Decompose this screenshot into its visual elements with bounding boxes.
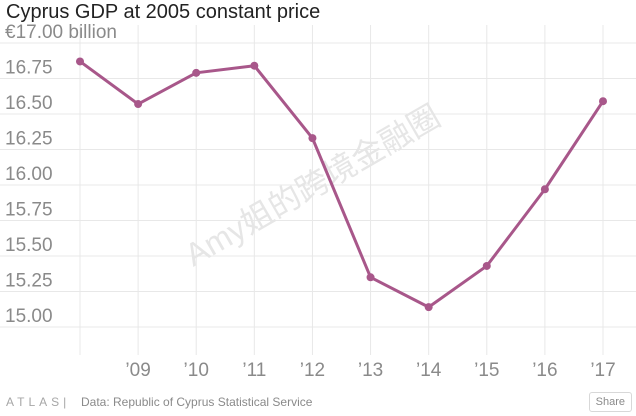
y-tick-label: 16.25 [5, 129, 53, 150]
x-tick-label: ’16 [532, 360, 557, 381]
x-tick-label: ’12 [300, 360, 325, 381]
y-tick-label: 15.00 [5, 306, 53, 327]
x-tick-label: ’14 [416, 360, 442, 381]
x-tick-label: ’10 [184, 360, 209, 381]
x-tick-label: ’11 [242, 360, 266, 381]
source-note: Data: Republic of Cyprus Statistical Ser… [81, 395, 313, 409]
y-tick-label: €17.00 billion [5, 22, 117, 43]
data-point [482, 261, 491, 270]
data-point [599, 97, 607, 106]
data-point [424, 303, 433, 312]
y-tick-label: 16.50 [5, 93, 53, 114]
brand-logo: ATLAS| [6, 395, 71, 409]
data-point [366, 273, 375, 282]
x-tick-label: ’09 [125, 360, 150, 381]
data-point [192, 68, 201, 77]
series-path [79, 60, 605, 309]
footer: ATLAS| Data: Republic of Cyprus Statisti… [0, 388, 636, 416]
y-tick-label: 16.00 [5, 164, 53, 185]
y-tick-label: 15.25 [5, 271, 53, 292]
data-point [134, 100, 143, 109]
data-point [250, 61, 259, 70]
y-tick-label: 15.50 [5, 235, 53, 256]
data-point [308, 134, 317, 143]
y-tick-label: 16.75 [5, 58, 53, 79]
x-tick-label: ’15 [474, 360, 499, 381]
x-tick-label: ’13 [358, 360, 383, 381]
y-axis-labels: €17.00 billion 16.75 16.50 16.25 16.00 15.75 1… [5, 22, 117, 327]
x-tick-label: ’17 [590, 360, 615, 381]
share-button[interactable]: Share [588, 392, 632, 412]
x-axis-labels: ’09 ’10 ’11 ’12 ’13 ’14 ’15 ’16 ’17 [125, 360, 615, 381]
chart-title: Cyprus GDP at 2005 constant price [6, 1, 321, 23]
data-point [76, 57, 84, 66]
y-tick-label: 15.75 [5, 200, 53, 221]
data-point [540, 185, 549, 194]
series-line [76, 57, 607, 312]
line-chart: €17.00 billion 16.75 16.50 16.25 16.00 15.75 1… [0, 22, 636, 381]
